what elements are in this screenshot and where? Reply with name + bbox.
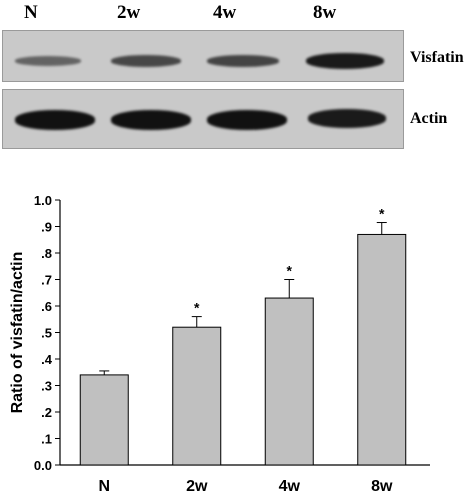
y-tick-label: .2 bbox=[41, 405, 52, 420]
lane-label-4w: 4w bbox=[213, 2, 237, 23]
chart-layer: 0.0 .1 .2 .3 .4 .5 .6 .7 .8 .9 1.0 Ratio of visfati… bbox=[9, 193, 430, 495]
bar-8w bbox=[357, 233, 407, 466]
actin-blot bbox=[2, 89, 404, 149]
bar-4w bbox=[264, 297, 314, 466]
x-tick-label-4w: 4w bbox=[279, 478, 301, 495]
lane-label-2w: 2w bbox=[117, 2, 141, 23]
visfatin-label: Visfatin bbox=[410, 49, 464, 66]
visfatin-band-4w bbox=[207, 55, 279, 67]
y-tick-label: .9 bbox=[41, 220, 52, 235]
y-axis-label: Ratio of visfatin/actin bbox=[9, 252, 26, 414]
y-tick-label: .6 bbox=[41, 299, 52, 314]
y-tick-label: .5 bbox=[41, 326, 52, 341]
actin-band-2w bbox=[111, 110, 191, 130]
x-tick-label-N: N bbox=[98, 478, 110, 495]
y-tick-label: .8 bbox=[41, 246, 52, 261]
bar-2w bbox=[172, 326, 222, 466]
visfatin-blot bbox=[2, 30, 404, 82]
actin-band-4w bbox=[207, 110, 287, 130]
actin-band-n bbox=[15, 110, 95, 130]
y-tick-label: .3 bbox=[41, 379, 52, 394]
actin-label: Actin bbox=[410, 110, 448, 127]
y-tick-label: 0.0 bbox=[34, 458, 52, 473]
bar-N bbox=[79, 374, 129, 466]
significance-marker-2w: * bbox=[194, 300, 200, 316]
y-tick-label: .7 bbox=[41, 273, 52, 288]
significance-marker-4w: * bbox=[287, 263, 293, 279]
visfatin-band-8w bbox=[306, 53, 384, 69]
x-tick-label-8w: 8w bbox=[371, 478, 393, 495]
y-tick-label: .4 bbox=[41, 352, 53, 367]
visfatin-band-2w bbox=[111, 55, 181, 67]
y-tick-label: .1 bbox=[41, 432, 52, 447]
lane-label-n: N bbox=[24, 2, 38, 23]
visfatin-band-n bbox=[15, 56, 81, 66]
actin-band-8w bbox=[308, 109, 386, 128]
lane-label-8w: 8w bbox=[313, 2, 337, 23]
y-tick-label: 1.0 bbox=[34, 193, 52, 208]
bar-chart: 0.0 .1 .2 .3 .4 .5 .6 .7 .8 .9 1.0 Ratio of visfati… bbox=[9, 193, 430, 495]
significance-marker-8w: * bbox=[379, 206, 385, 222]
x-tick-label-2w: 2w bbox=[186, 478, 208, 495]
